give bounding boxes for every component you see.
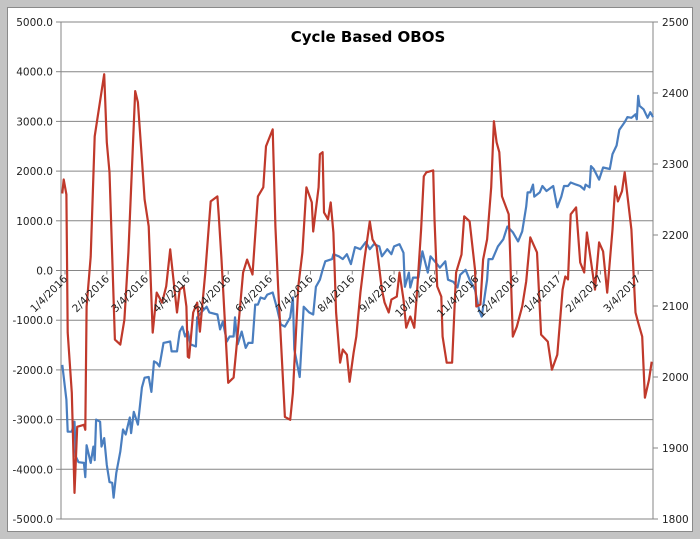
x-tick-label: 9/4/2016 [357, 273, 399, 315]
y2-tick-label: 2400 [662, 88, 689, 100]
x-tick-label: 2/4/2016 [70, 273, 112, 315]
gridlines [61, 21, 653, 520]
y-tick-label: -3000.0 [12, 415, 53, 427]
y-tick-label: 5000.0 [16, 17, 53, 29]
y2-tick-label: 2200 [662, 230, 689, 242]
y-tick-label: -4000.0 [12, 464, 53, 476]
y-tick-label: -2000.0 [12, 365, 53, 377]
x-tick-label: 1/4/2017 [522, 273, 564, 315]
y2-tick-label: 2500 [662, 17, 689, 29]
x-tick-label: 3/4/2016 [109, 273, 151, 315]
y-tick-label: 4000.0 [16, 67, 53, 79]
y2-tick-label: 2100 [662, 301, 689, 313]
y-tick-label: 3000.0 [16, 116, 53, 128]
y2-tick-label: 1900 [662, 443, 689, 455]
series-line-right-axis [61, 94, 654, 499]
chart-title: Cycle Based OBOS [291, 28, 446, 46]
series-lines [61, 73, 654, 499]
y2-tick-label: 2000 [662, 372, 689, 384]
x-tick-label: 1/4/2016 [28, 273, 70, 315]
y-tick-label: 2000.0 [16, 166, 53, 178]
series-line-left-axis [61, 73, 653, 494]
x-tick-label: 7/4/2016 [274, 273, 316, 315]
y-tick-label: 0.0 [36, 266, 53, 278]
y-tick-label: 1000.0 [16, 216, 53, 228]
y-tick-label: -5000.0 [12, 514, 53, 526]
x-tick-label: 2/4/2017 [564, 273, 606, 315]
tick-labels: 5000.0 4000.0 3000.0 2000.0 1000.0 0.0 -1000.0… [12, 17, 688, 526]
axes [56, 21, 658, 520]
x-tick-label: 5/4/2016 [191, 273, 233, 315]
y2-tick-label: 2300 [662, 159, 689, 171]
y-tick-label: -1000.0 [12, 315, 53, 327]
y2-tick-label: 1800 [662, 514, 689, 526]
